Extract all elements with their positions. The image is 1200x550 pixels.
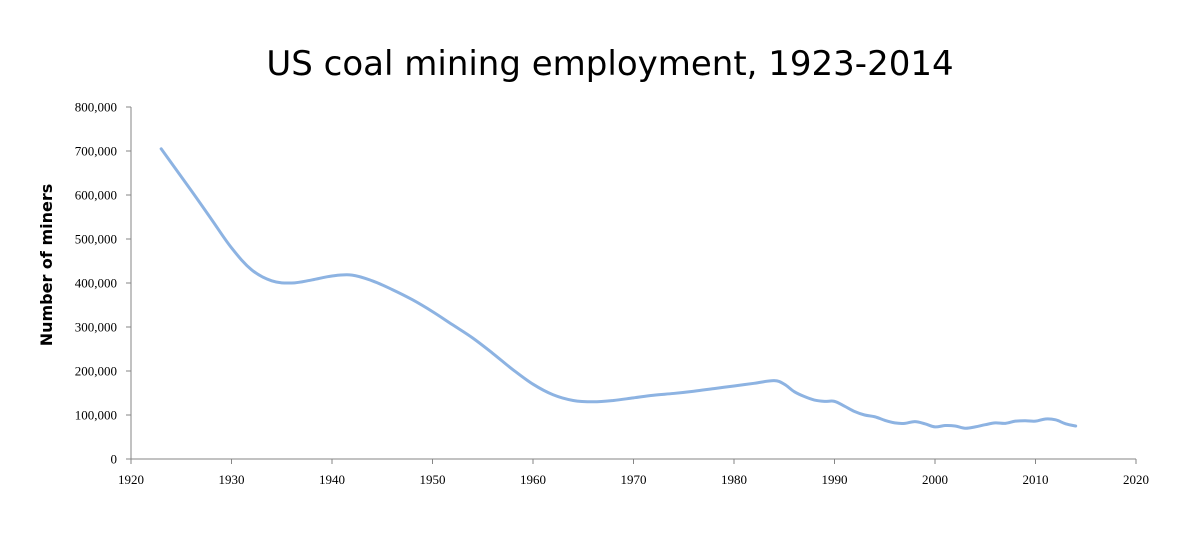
data-point [943,424,947,428]
x-tick-label: 2010 [1023,472,1049,487]
series-layer [159,147,1078,430]
data-point [923,422,927,426]
data-point [1064,422,1068,426]
data-point [350,273,354,277]
series-line [159,147,1078,430]
data-point [953,424,957,428]
data-point [290,281,294,285]
y-tick-label: 500,000 [75,232,117,247]
data-point [792,390,796,394]
data-point [491,351,495,355]
data-point [893,421,897,425]
data-point [531,382,535,386]
x-tick-label: 1940 [319,472,345,487]
y-tick-label: 800,000 [75,100,117,115]
data-point [1023,419,1027,423]
y-ticks: 0 100,000 200,000 300,000 400,000 500,000 600,… [75,100,131,467]
x-tick-label: 1920 [118,472,144,487]
data-point [652,393,656,397]
data-point [1003,421,1007,425]
data-point [772,379,776,383]
data-point [551,393,555,397]
y-tick-label: 100,000 [75,408,117,423]
data-point [270,279,274,283]
data-point [883,418,887,422]
data-point [963,426,967,430]
data-point [863,413,867,417]
data-point [611,398,615,402]
data-point [511,368,515,372]
y-tick-label: 400,000 [75,276,117,291]
y-tick-label: 200,000 [75,364,117,379]
data-point [752,381,756,385]
data-point [782,382,786,386]
data-point [571,398,575,402]
data-point [973,425,977,429]
x-tick-label: 1980 [721,472,747,487]
x-tick-label: 1930 [219,472,245,487]
data-point [189,189,193,193]
data-point [1054,418,1058,422]
y-tick-label: 300,000 [75,320,117,335]
data-point [913,420,917,424]
data-point [732,384,736,388]
data-point [330,274,334,278]
y-tick-label: 700,000 [75,144,117,159]
data-point [451,323,455,327]
data-point [410,298,414,302]
data-point [591,400,595,404]
data-point [159,147,163,151]
data-point [390,288,394,292]
y-tick-label: 600,000 [75,188,117,203]
data-point [1034,419,1038,423]
y-axis-label: Number of miners [37,184,56,347]
data-point [812,398,816,402]
data-point [230,246,234,250]
data-point [1044,417,1048,421]
data-point [833,399,837,403]
y-tick-label: 0 [111,452,118,467]
data-point [802,395,806,399]
data-point [632,396,636,400]
data-point [310,278,314,282]
data-point [370,279,374,283]
y-axis: 0 100,000 200,000 300,000 400,000 500,000 600,… [75,100,132,467]
data-point [843,404,847,408]
data-point [903,421,907,425]
x-tick-label: 1970 [621,472,647,487]
data-point [250,268,254,272]
data-point [209,217,213,221]
data-point [1013,419,1017,423]
data-point [431,310,435,314]
data-point [1074,424,1078,428]
data-point [873,415,877,419]
data-point [993,421,997,425]
x-tick-label: 2020 [1123,472,1149,487]
chart-title: US coal mining employment, 1923-2014 [266,44,954,84]
data-point [471,336,475,340]
x-tick-label: 1990 [822,472,848,487]
data-point [712,387,716,391]
x-ticks: 1920 1930 1940 1950 1960 1970 1980 1990 2000 2010… [118,459,1149,487]
data-point [672,391,676,395]
x-tick-label: 1960 [520,472,546,487]
data-point [983,423,987,427]
data-point [933,425,937,429]
data-point [822,399,826,403]
x-axis: 1920 1930 1940 1950 1960 1970 1980 1990 2000 2010… [118,458,1149,487]
x-tick-label: 2000 [922,472,948,487]
data-point [853,409,857,413]
data-point [692,389,696,393]
x-tick-label: 1950 [420,472,446,487]
